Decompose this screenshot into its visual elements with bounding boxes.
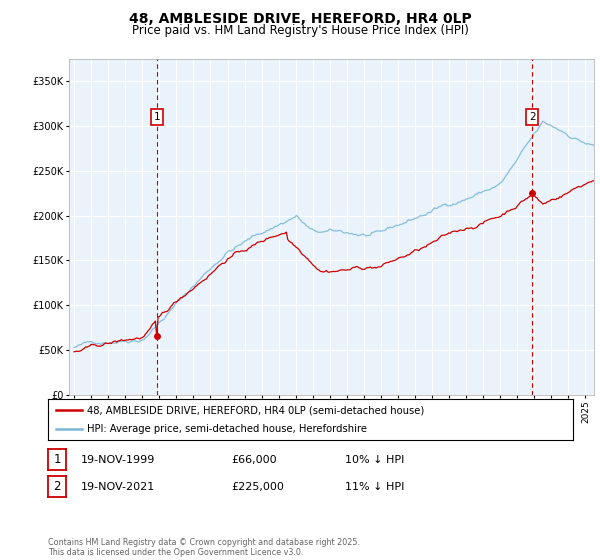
Text: 2: 2 (529, 112, 536, 122)
Text: £66,000: £66,000 (231, 455, 277, 465)
Text: Contains HM Land Registry data © Crown copyright and database right 2025.
This d: Contains HM Land Registry data © Crown c… (48, 538, 360, 557)
Text: 2: 2 (53, 480, 61, 493)
Text: 11% ↓ HPI: 11% ↓ HPI (345, 482, 404, 492)
Text: Price paid vs. HM Land Registry's House Price Index (HPI): Price paid vs. HM Land Registry's House … (131, 24, 469, 36)
Text: 1: 1 (154, 112, 161, 122)
Text: 1: 1 (53, 453, 61, 466)
Text: 19-NOV-1999: 19-NOV-1999 (81, 455, 155, 465)
Text: HPI: Average price, semi-detached house, Herefordshire: HPI: Average price, semi-detached house,… (88, 424, 367, 433)
Text: £225,000: £225,000 (231, 482, 284, 492)
Text: 48, AMBLESIDE DRIVE, HEREFORD, HR4 0LP: 48, AMBLESIDE DRIVE, HEREFORD, HR4 0LP (128, 12, 472, 26)
Text: 19-NOV-2021: 19-NOV-2021 (81, 482, 155, 492)
Text: 10% ↓ HPI: 10% ↓ HPI (345, 455, 404, 465)
Text: 48, AMBLESIDE DRIVE, HEREFORD, HR4 0LP (semi-detached house): 48, AMBLESIDE DRIVE, HEREFORD, HR4 0LP (… (88, 405, 425, 415)
